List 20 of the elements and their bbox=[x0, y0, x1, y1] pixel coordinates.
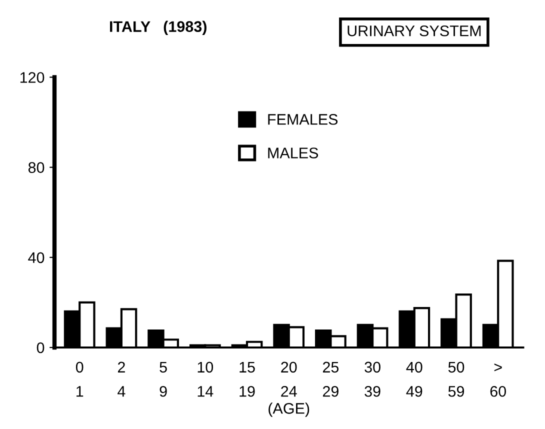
y-tick-label: 40 bbox=[28, 252, 44, 264]
x-tick-label: 15 19 bbox=[240, 362, 255, 397]
x-tick-label: 40 49 bbox=[406, 362, 422, 397]
x-tick-label: 0 1 bbox=[76, 362, 84, 397]
x-tick-label: 25 29 bbox=[322, 362, 339, 397]
x-axis-title: (AGE) bbox=[268, 402, 310, 417]
x-tick-label: 20 24 bbox=[281, 362, 297, 397]
x-tick-label: 5 9 bbox=[160, 362, 167, 397]
x-tick-label: 50 59 bbox=[448, 362, 464, 397]
text: URINARY SYSTEM bbox=[348, 25, 481, 36]
legend-label: MALES bbox=[268, 148, 318, 158]
x-tick-label: 30 39 bbox=[364, 362, 380, 397]
x-tick-label: 2 4 bbox=[118, 362, 126, 397]
chart-title: ITALY (1983) bbox=[110, 20, 206, 36]
legend-label: FEMALES bbox=[268, 114, 338, 125]
y-tick-label: 0 bbox=[36, 342, 44, 354]
x-tick-label: 10 14 bbox=[198, 362, 214, 397]
x-tick-label: > 60 bbox=[490, 364, 506, 397]
y-tick-label: 80 bbox=[28, 162, 44, 173]
y-tick-label: 120 bbox=[20, 72, 44, 83]
